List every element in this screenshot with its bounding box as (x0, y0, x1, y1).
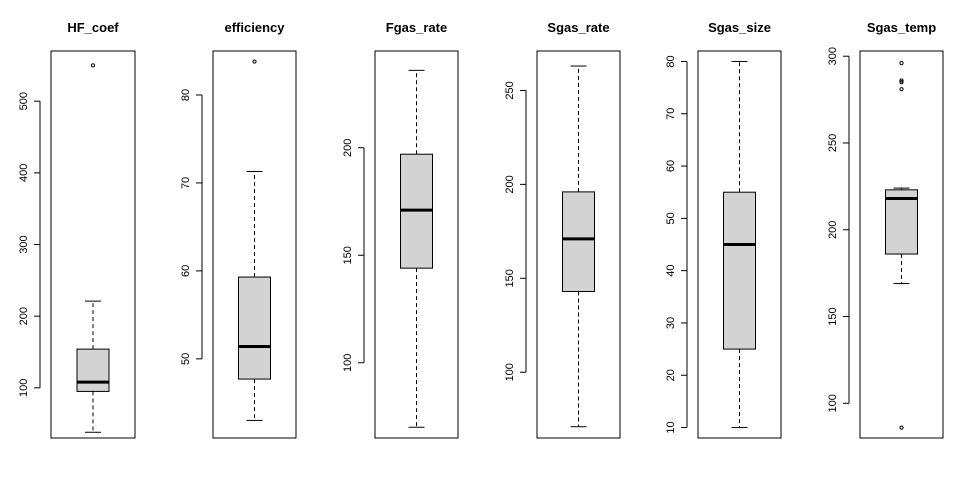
y-tick-label: 150 (342, 246, 354, 264)
iqr-box (238, 276, 271, 380)
boxplot-panel-5: Sgas_size 10 20 30 40 50 60 70 80 (665, 20, 782, 439)
y-tick-label: 200 (18, 307, 30, 325)
y-tick-label: 20 (665, 369, 677, 381)
boxplot-panel-2: efficiency 50 60 70 80 (180, 20, 297, 439)
y-tick-label: 80 (665, 55, 677, 67)
y-tick-label: 60 (180, 265, 192, 277)
boxplot-panel-4: Sgas_rate 100 150 200 250 (504, 20, 621, 439)
y-tick-label: 50 (180, 353, 192, 365)
panel-title: Sgas_size (708, 20, 771, 35)
y-tick-label: 30 (665, 317, 677, 329)
y-tick-label: 70 (665, 108, 677, 120)
iqr-box (76, 348, 110, 392)
y-tick-label: 100 (827, 394, 839, 412)
y-tick-label: 100 (18, 379, 30, 397)
panel-title: HF_coef (67, 20, 119, 35)
outlier-point (899, 80, 904, 85)
y-tick-label: 80 (180, 89, 192, 101)
y-tick-label: 60 (665, 160, 677, 172)
outlier-point (90, 63, 96, 68)
y-tick-label: 40 (665, 265, 677, 277)
y-tick-label: 100 (504, 363, 516, 381)
outlier-point (899, 78, 904, 83)
y-tick-label: 400 (18, 164, 30, 182)
boxplot-panel-6: Sgas_temp 100 150 200 250 300 (827, 20, 944, 439)
y-tick-label: 200 (504, 175, 516, 193)
panel-title: Fgas_rate (386, 20, 447, 35)
y-tick-label: 100 (342, 354, 354, 372)
outlier-point (252, 59, 257, 64)
y-tick-label: 70 (180, 177, 192, 189)
y-tick-label: 300 (827, 47, 839, 65)
outlier-point (899, 87, 904, 92)
plot-frame (50, 50, 136, 439)
panel-title: efficiency (225, 20, 286, 35)
outlier-point (899, 61, 904, 66)
y-tick-label: 500 (18, 92, 30, 110)
iqr-box (723, 191, 756, 350)
plot-frame (536, 50, 621, 439)
plot-frame (697, 50, 782, 439)
panel-title: Sgas_rate (547, 20, 609, 35)
iqr-box (885, 189, 918, 255)
y-tick-label: 50 (665, 212, 677, 224)
y-tick-label: 150 (504, 269, 516, 287)
boxplot-panel-1: HF_coef 100 200 300 400 500 (18, 20, 136, 439)
outlier-point (899, 425, 904, 430)
y-tick-label: 200 (827, 221, 839, 239)
plot-frame (212, 50, 297, 439)
plot-frame (374, 50, 459, 439)
y-tick-label: 250 (827, 134, 839, 152)
iqr-box (562, 191, 595, 292)
boxplot-panel-3: Fgas_rate 100 150 200 (342, 20, 459, 439)
y-tick-label: 300 (18, 235, 30, 253)
panel-title: Sgas_temp (867, 20, 936, 35)
y-tick-label: 150 (827, 307, 839, 325)
y-tick-label: 200 (342, 139, 354, 157)
y-tick-label: 250 (504, 81, 516, 99)
y-tick-label: 10 (665, 421, 677, 433)
plot-frame (859, 50, 944, 439)
